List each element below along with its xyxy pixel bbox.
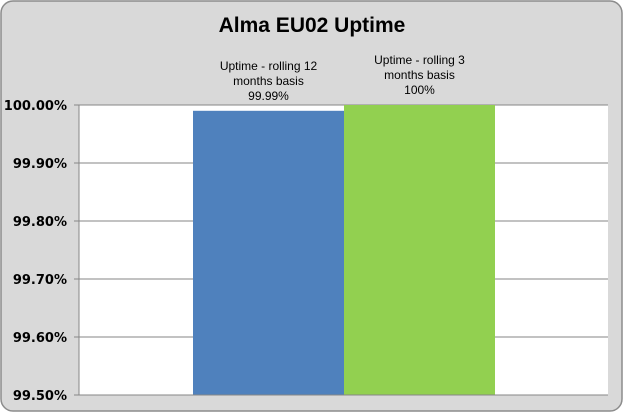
- y-tick-label: 100.00%: [4, 99, 67, 114]
- data-label: Uptime - rolling 3: [374, 53, 465, 67]
- y-tick-label: 99.80%: [13, 215, 67, 230]
- bar-2: [344, 105, 495, 395]
- data-label: 100%: [404, 83, 435, 97]
- data-label: months basis: [233, 74, 304, 88]
- y-tick-label: 99.70%: [13, 273, 67, 288]
- data-label: months basis: [384, 68, 455, 82]
- y-tick-label: 99.60%: [13, 331, 67, 346]
- chart-title: Alma EU02 Uptime: [219, 14, 406, 37]
- data-label: 99.99%: [248, 89, 289, 103]
- y-tick-label: 99.50%: [13, 389, 67, 404]
- data-label: Uptime - rolling 12: [220, 59, 318, 73]
- y-tick-label: 99.90%: [13, 157, 67, 172]
- bar-1: [193, 110, 344, 396]
